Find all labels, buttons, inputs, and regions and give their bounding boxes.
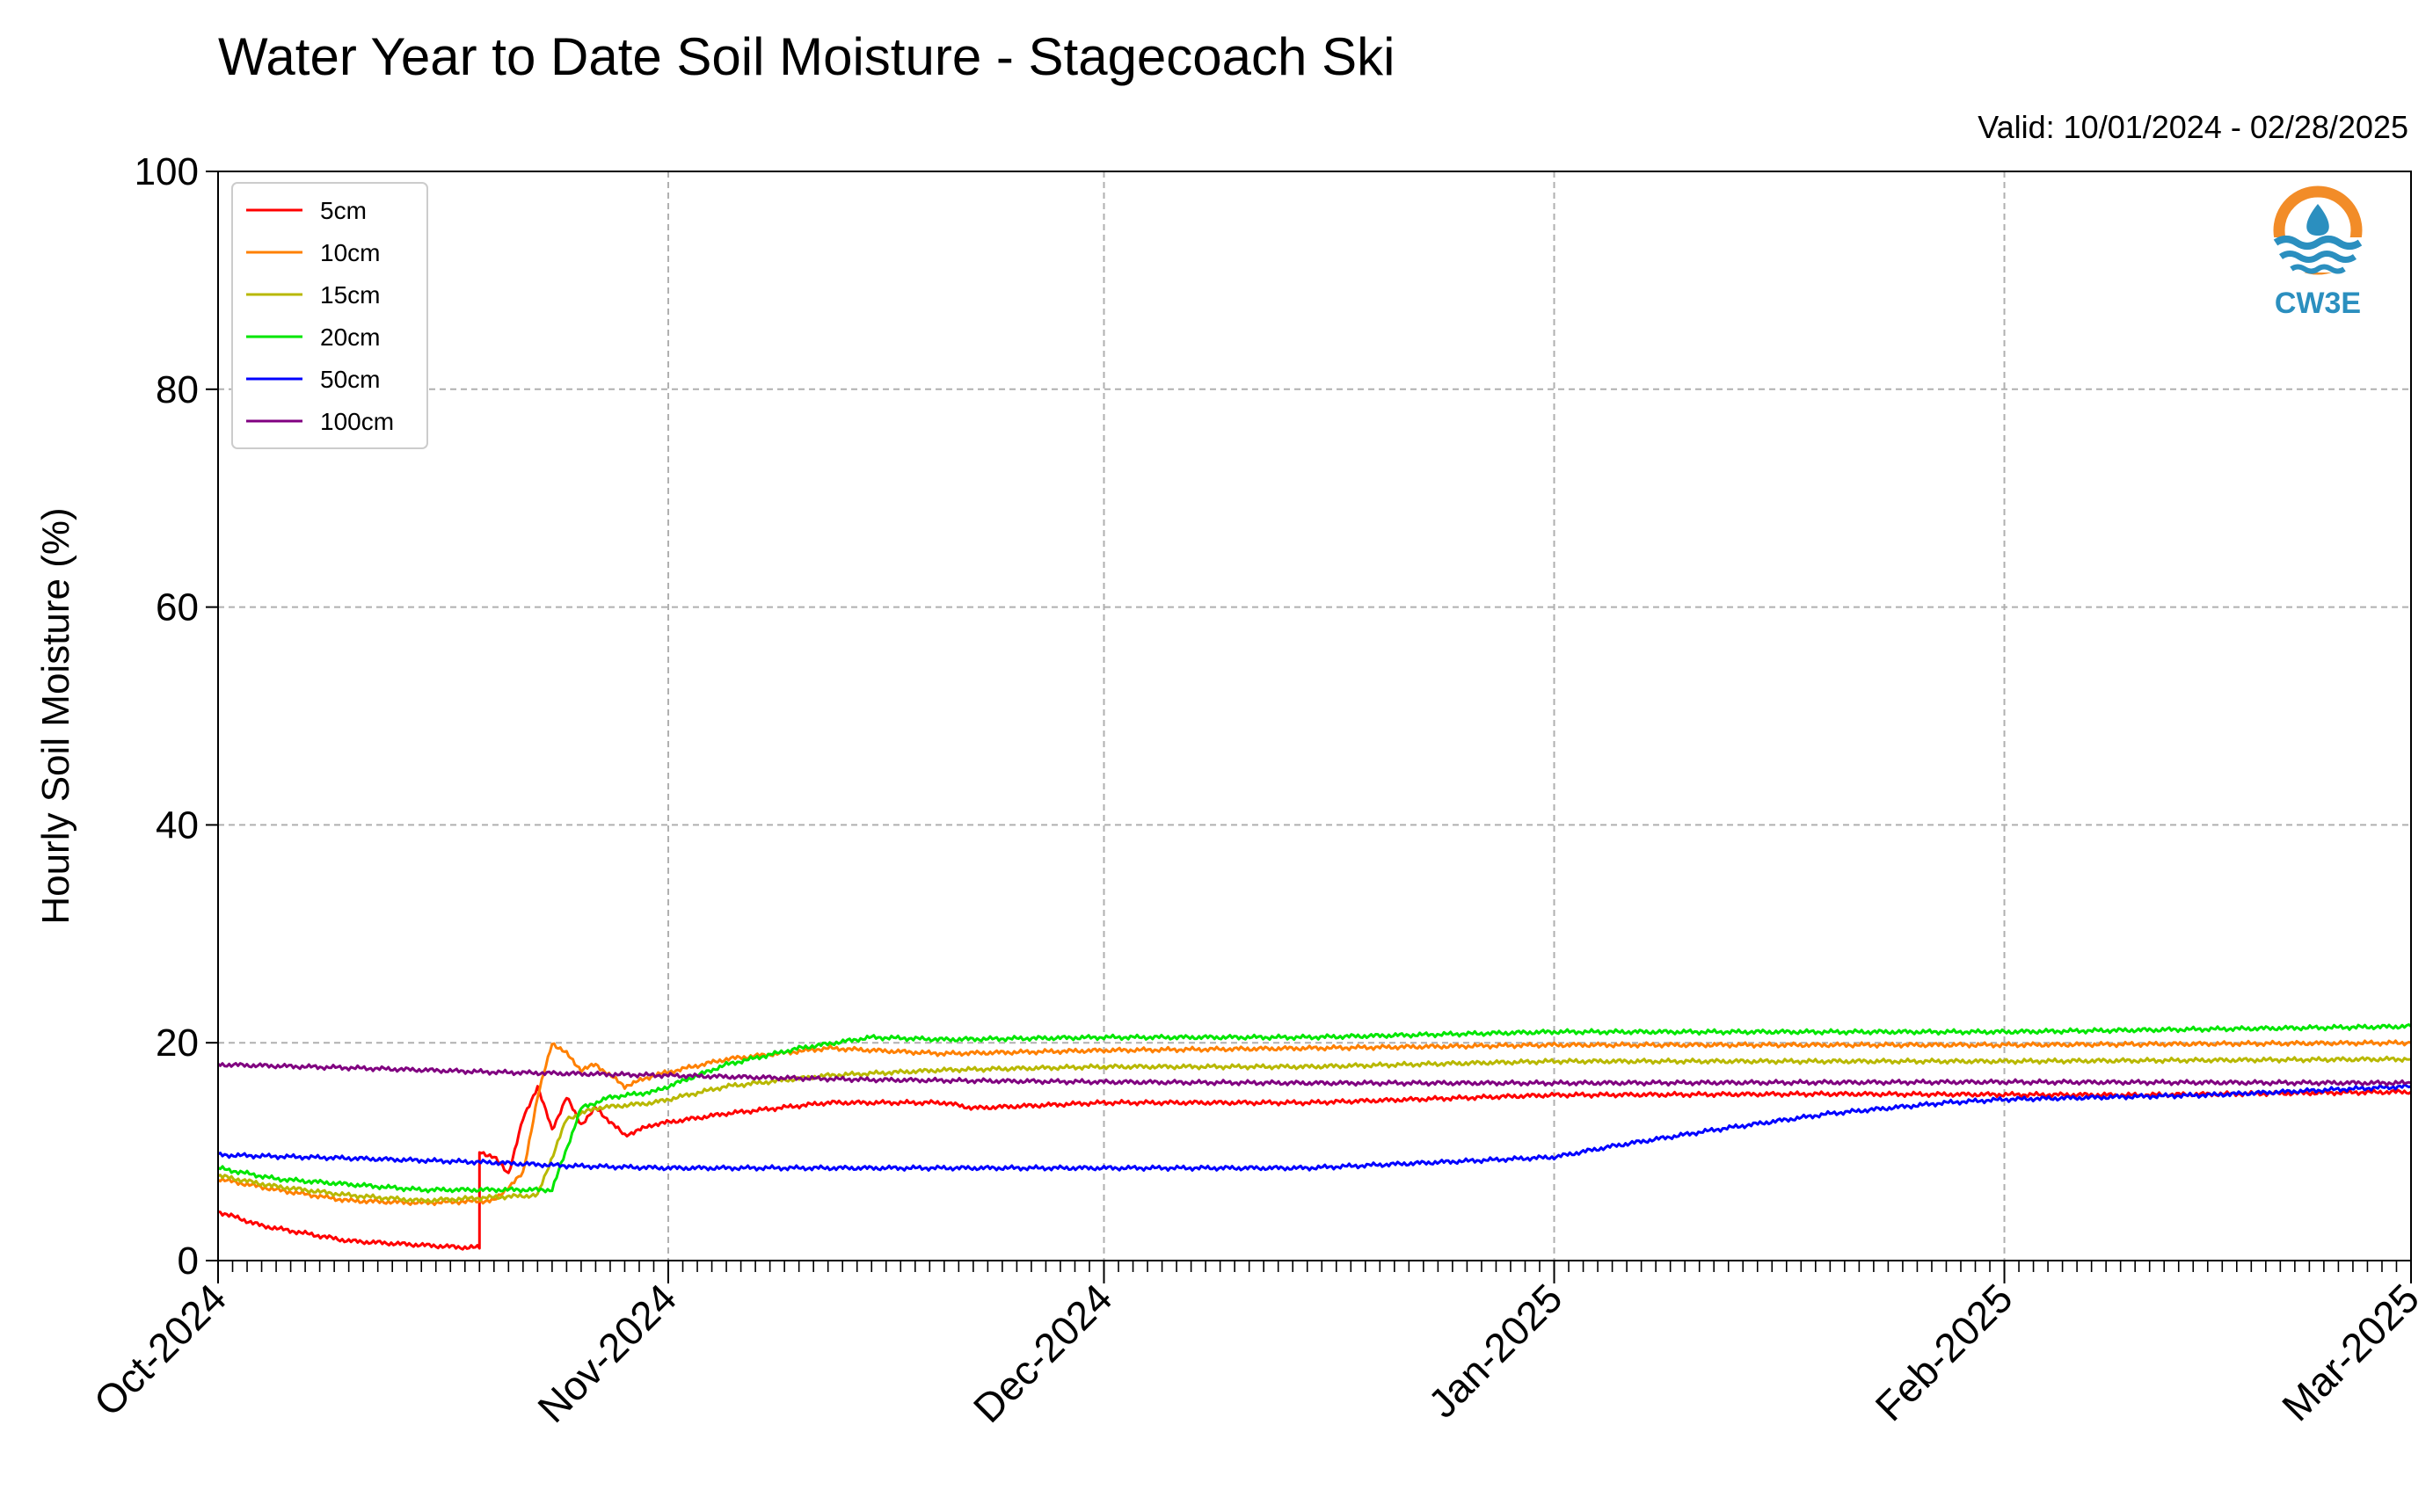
cw3e-logo: CW3E bbox=[2273, 185, 2363, 320]
legend-label: 100cm bbox=[320, 408, 394, 435]
series-line-50cm bbox=[217, 1083, 2412, 1172]
y-tick-label: 0 bbox=[178, 1239, 199, 1283]
x-axis: Oct-2024 Nov-2024 Dec-2024 Jan-2025 Feb-2025… bbox=[85, 1261, 2428, 1431]
series-line-15cm bbox=[217, 1055, 2412, 1203]
x-tick-label: Nov-2024 bbox=[528, 1275, 685, 1431]
plot-frame bbox=[217, 171, 2412, 1261]
legend-label: 50cm bbox=[320, 366, 380, 393]
y-axis: 0 20 40 60 80 100 bbox=[135, 150, 218, 1283]
x-tick-label: Jan-2025 bbox=[1419, 1275, 1570, 1426]
x-tick-label: Dec-2024 bbox=[965, 1275, 1121, 1431]
y-tick-label: 80 bbox=[156, 368, 199, 411]
y-tick-label: 40 bbox=[156, 803, 199, 847]
x-tick-label: Mar-2025 bbox=[2273, 1275, 2428, 1429]
wave-icon bbox=[2273, 236, 2363, 250]
y-tick-label: 20 bbox=[156, 1021, 199, 1065]
series-line-10cm bbox=[217, 1039, 2412, 1207]
legend-label: 5cm bbox=[320, 197, 367, 224]
valid-date-range: Valid: 10/01/2024 - 02/28/2025 bbox=[1978, 109, 2408, 145]
legend-label: 10cm bbox=[320, 239, 380, 266]
legend: 5cm 10cm 15cm 20cm 50cm 100cm bbox=[231, 182, 428, 449]
logo-text: CW3E bbox=[2275, 287, 2361, 320]
grid-lines bbox=[218, 171, 2411, 1261]
x-tick-label: Oct-2024 bbox=[85, 1275, 236, 1425]
series-line-20cm bbox=[217, 1023, 2412, 1194]
y-tick-label: 60 bbox=[156, 586, 199, 629]
legend-label: 15cm bbox=[320, 281, 380, 309]
series-line-100cm bbox=[217, 1062, 2412, 1087]
x-tick-label: Feb-2025 bbox=[1867, 1275, 2021, 1429]
y-axis-label: Hourly Soil Moisture (%) bbox=[34, 507, 77, 924]
series-lines bbox=[217, 1023, 2412, 1251]
wave-icon bbox=[2290, 264, 2346, 274]
legend-box bbox=[231, 182, 428, 449]
water-drop-icon bbox=[2306, 204, 2329, 236]
chart-title: Water Year to Date Soil Moisture - Stage… bbox=[218, 27, 1395, 86]
legend-label: 20cm bbox=[320, 323, 380, 351]
y-tick-label: 100 bbox=[135, 150, 199, 193]
wave-icon bbox=[2278, 251, 2357, 263]
